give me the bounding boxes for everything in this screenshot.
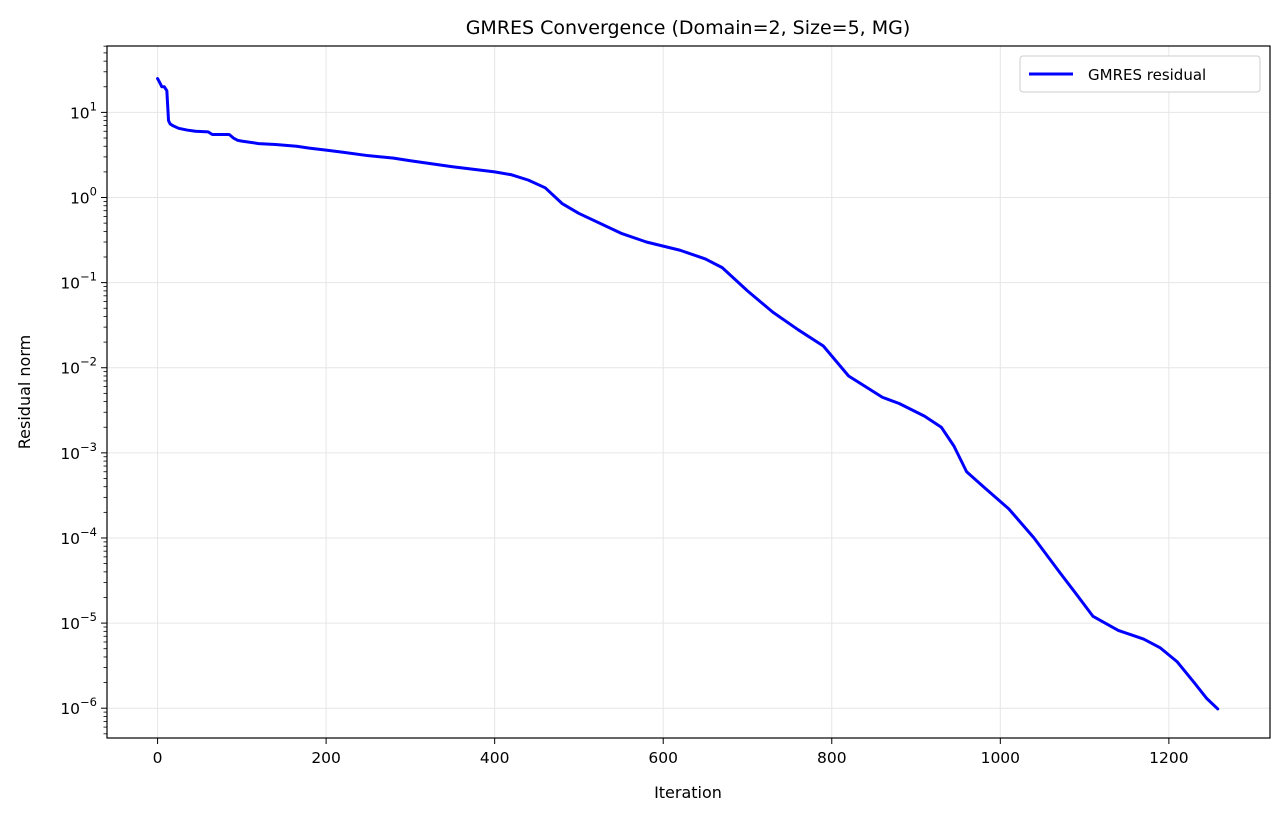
y-tick-label: 101 xyxy=(70,99,97,122)
y-tick-label: 100 xyxy=(70,185,97,208)
y-tick-label: 10−1 xyxy=(60,270,97,293)
chart-title: GMRES Convergence (Domain=2, Size=5, MG) xyxy=(466,17,911,39)
y-axis-label: Residual norm xyxy=(15,335,34,449)
x-tick-label: 800 xyxy=(817,749,847,767)
x-tick-label: 600 xyxy=(648,749,678,767)
plot-area xyxy=(156,77,1220,711)
series-line-gmres-residual xyxy=(156,77,1220,711)
y-tick-label: 10−6 xyxy=(60,695,97,718)
legend: GMRES residual xyxy=(1019,55,1261,93)
x-tick-label: 1200 xyxy=(1149,749,1188,767)
x-axis: 0 200 400 600 800 1000 1200 xyxy=(153,738,1189,767)
legend-label-gmres-residual: GMRES residual xyxy=(1088,66,1206,84)
y-tick-label: 10−3 xyxy=(60,440,97,463)
grid xyxy=(107,46,1270,738)
legend-box xyxy=(1019,55,1261,93)
x-tick-label: 0 xyxy=(153,749,163,767)
y-tick-label: 10−2 xyxy=(60,355,97,378)
y-axis: 101 100 10−1 10−2 10−3 10−4 10−5 10−6 xyxy=(60,45,107,735)
x-axis-label: Iteration xyxy=(654,783,722,802)
x-tick-label: 1000 xyxy=(981,749,1020,767)
axes-frame xyxy=(106,45,1271,739)
y-tick-label: 10−5 xyxy=(60,610,97,633)
y-tick-label: 10−4 xyxy=(60,525,97,548)
x-tick-label: 200 xyxy=(311,749,341,767)
x-tick-label: 400 xyxy=(480,749,510,767)
